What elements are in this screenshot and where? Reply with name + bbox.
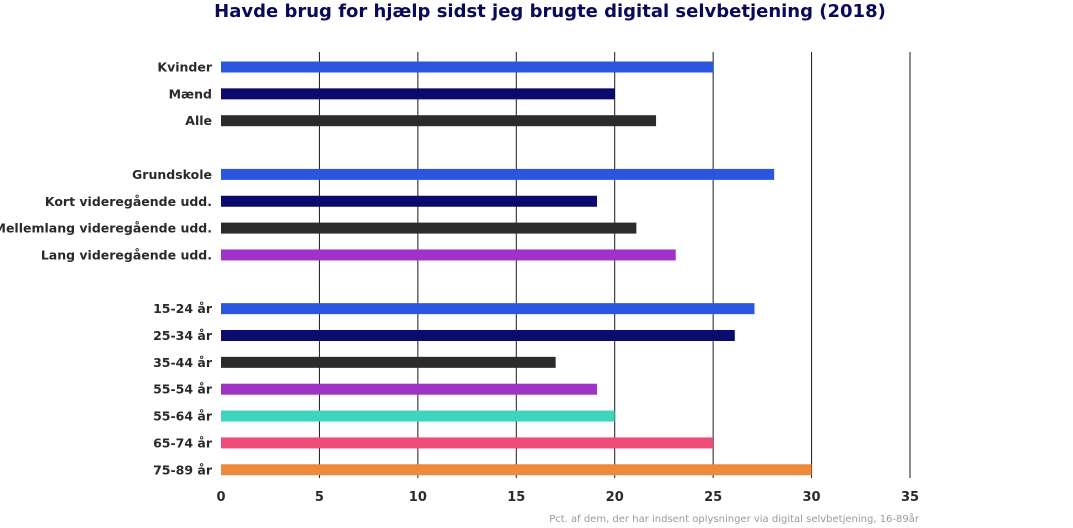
bar [221,195,597,207]
category-label: Kort videregående udd. [45,194,212,209]
bar [221,437,714,449]
x-tick-label: 25 [704,490,722,505]
bar [221,303,755,315]
bar [221,88,615,100]
category-label: Grundskole [132,167,212,182]
bar [221,356,556,368]
category-label: 55-64 år [153,409,213,424]
bar [221,330,735,341]
x-axis-ticks: 0 5 10 15 20 25 30 35 [216,490,919,505]
bars [221,61,812,476]
x-tick-label: 30 [803,490,821,505]
chart-title: Havde brug for hjælp sidst jeg brugte di… [214,1,886,22]
category-label: 25-34 år [153,328,213,343]
category-label: 65-74 år [153,435,213,450]
category-label: Alle [185,113,212,128]
x-tick-label: 15 [507,490,525,505]
x-tick-label: 5 [315,490,324,505]
bar [221,464,812,476]
x-tick-label: 20 [606,490,624,505]
category-label: Kvinder [157,60,212,75]
gridlines [318,52,911,478]
category-labels: Kvinder Mænd Alle Grundskole Kort videregåen… [0,60,213,478]
bar [221,410,615,422]
category-label: Lang videregående udd. [41,247,212,262]
category-label: 15-24 år [153,301,213,316]
x-tick-label: 35 [901,490,919,505]
bar [221,222,637,234]
category-label: Mellemlang videregående udd. [0,221,212,236]
x-tick-label: 10 [409,490,427,505]
bar [221,168,775,180]
bar [221,383,597,395]
bar [221,61,714,73]
bar [221,115,657,127]
bar [221,249,676,261]
category-label: 75-89 år [153,462,213,477]
category-label: Mænd [169,86,212,101]
x-tick-label: 0 [216,490,225,505]
category-label: 35-44 år [153,355,213,370]
category-label: 55-54 år [153,382,213,397]
source-note: Pct. af dem, der har indsent oplysninger… [549,514,919,525]
